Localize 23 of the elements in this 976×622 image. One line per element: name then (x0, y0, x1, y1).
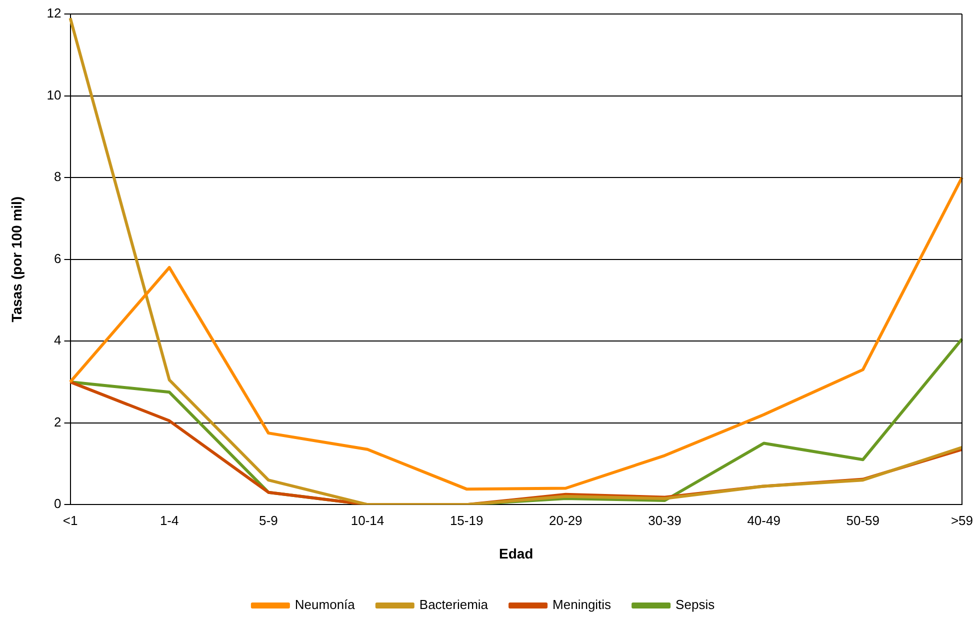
x-tick-label: 20-29 (549, 512, 582, 528)
x-tick-label: 1-4 (160, 512, 179, 528)
x-tick-label: 30-39 (648, 512, 682, 528)
legend-label: Neumonía (294, 597, 356, 612)
x-tick-label: 10-14 (350, 512, 384, 528)
x-axis-title: Edad (499, 545, 534, 562)
legend-label: Sepsis (676, 597, 716, 612)
y-tick-label: 8 (54, 169, 62, 184)
y-tick-label: 10 (46, 87, 62, 102)
x-tick-label: <1 (62, 512, 78, 528)
y-tick-label: 2 (54, 414, 62, 430)
legend-label: Meningitis (552, 597, 612, 612)
y-axis-title: Tasas (por 100 mil) (8, 196, 24, 322)
y-tick-label: 12 (46, 6, 62, 21)
y-tick-label: 0 (54, 496, 62, 512)
x-tick-label: 15-19 (450, 512, 484, 528)
x-tick-label: 50-59 (846, 512, 880, 528)
y-tick-label: 6 (54, 250, 62, 266)
y-tick-label: 4 (54, 332, 62, 348)
legend-label: Bacteriemia (419, 597, 489, 612)
x-tick-label: 5-9 (259, 512, 278, 528)
x-tick-label: 40-49 (747, 512, 780, 528)
x-tick-label: >59 (950, 512, 974, 528)
